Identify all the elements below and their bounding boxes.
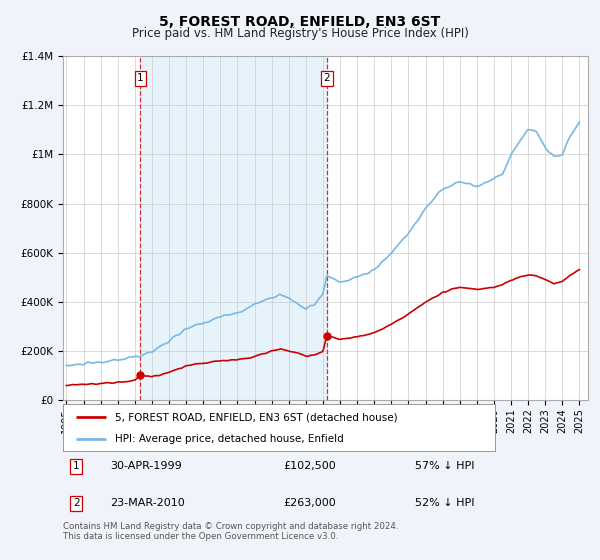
Text: Price paid vs. HM Land Registry's House Price Index (HPI): Price paid vs. HM Land Registry's House … bbox=[131, 27, 469, 40]
Text: £263,000: £263,000 bbox=[284, 498, 336, 508]
Bar bbox=[140, 56, 326, 400]
Text: 1: 1 bbox=[73, 461, 79, 472]
Text: HPI: Average price, detached house, Enfield: HPI: Average price, detached house, Enfi… bbox=[115, 434, 344, 444]
Text: 1: 1 bbox=[137, 73, 144, 83]
Text: 2: 2 bbox=[323, 73, 330, 83]
Text: 57% ↓ HPI: 57% ↓ HPI bbox=[415, 461, 474, 472]
Text: 5, FOREST ROAD, ENFIELD, EN3 6ST (detached house): 5, FOREST ROAD, ENFIELD, EN3 6ST (detach… bbox=[115, 412, 397, 422]
Text: £102,500: £102,500 bbox=[284, 461, 336, 472]
Text: Contains HM Land Registry data © Crown copyright and database right 2024.
This d: Contains HM Land Registry data © Crown c… bbox=[63, 522, 398, 542]
Text: 5, FOREST ROAD, ENFIELD, EN3 6ST: 5, FOREST ROAD, ENFIELD, EN3 6ST bbox=[160, 15, 440, 29]
Text: 52% ↓ HPI: 52% ↓ HPI bbox=[415, 498, 474, 508]
Text: 30-APR-1999: 30-APR-1999 bbox=[110, 461, 182, 472]
Text: 23-MAR-2010: 23-MAR-2010 bbox=[110, 498, 185, 508]
Text: 2: 2 bbox=[73, 498, 79, 508]
